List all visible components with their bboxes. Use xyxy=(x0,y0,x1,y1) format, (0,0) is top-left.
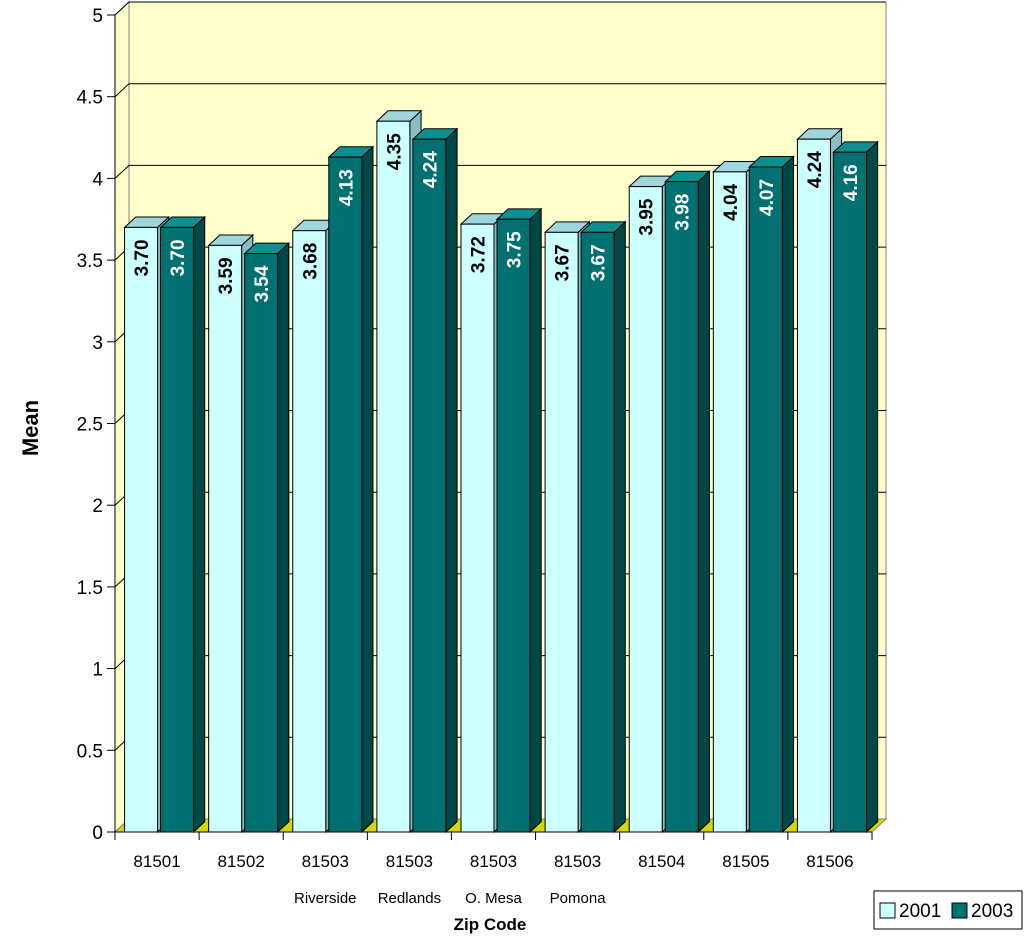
legend: 2001 2003 xyxy=(873,890,1023,930)
y-tick-label: 1.5 xyxy=(77,578,103,599)
gridline xyxy=(114,83,886,98)
x-tick-label: 81503 xyxy=(386,852,433,871)
data-label: 4.24 xyxy=(420,151,441,188)
y-tick-label: 5 xyxy=(92,6,103,27)
y-tick-label: 3 xyxy=(92,333,103,354)
data-label: 3.54 xyxy=(252,265,273,302)
data-label: 3.67 xyxy=(553,244,574,281)
axes xyxy=(107,14,873,840)
data-label: 4.16 xyxy=(841,164,862,201)
x-tick-sublabel: Redlands xyxy=(378,890,441,907)
x-tick-label: 81503 xyxy=(554,852,601,871)
data-label: 3.68 xyxy=(300,243,321,280)
bars: 3.70 3.70 3.59 3.54 3.68 4.13 4.35 4.24 3.72 3.75… xyxy=(123,109,879,834)
bar-side xyxy=(361,145,374,834)
bar-2001-2 xyxy=(292,230,327,833)
bar-side xyxy=(277,242,290,834)
y-tick-label: 3.5 xyxy=(77,251,103,272)
bar-side xyxy=(697,170,710,834)
x-tick-label: 81505 xyxy=(722,852,769,871)
bar-side xyxy=(865,140,879,834)
data-label: 3.98 xyxy=(673,194,694,231)
bar-2001-8 xyxy=(796,138,831,833)
bar-2003-0 xyxy=(160,226,195,833)
y-tick-label: 0.5 xyxy=(77,741,103,762)
data-label: 3.70 xyxy=(168,239,189,276)
x-axis-title: Zip Code xyxy=(454,915,527,934)
bar-2003-8 xyxy=(832,151,867,833)
data-label: 3.67 xyxy=(589,244,610,281)
bar-2003-3 xyxy=(412,138,447,833)
data-label: 4.35 xyxy=(384,133,405,170)
data-label: 4.24 xyxy=(805,151,826,188)
bar-2003-2 xyxy=(328,156,363,833)
bar-2001-6 xyxy=(628,186,663,833)
data-label: 3.59 xyxy=(216,257,237,294)
bar-side xyxy=(529,207,542,834)
data-label: 4.04 xyxy=(721,183,742,220)
y-tick-label: 0 xyxy=(92,823,103,844)
x-tick-sublabel: O. Mesa xyxy=(465,890,522,907)
data-label: 3.95 xyxy=(637,198,658,235)
bar-side xyxy=(193,215,206,834)
x-tick-sublabel: Riverside xyxy=(294,890,357,907)
x-tick-label: 81504 xyxy=(638,852,685,871)
x-tick-label: 81503 xyxy=(470,852,517,871)
y-tick-label: 1 xyxy=(92,660,103,681)
bar-2001-5 xyxy=(544,231,579,833)
gridline xyxy=(114,164,886,179)
bar-2001-1 xyxy=(208,244,243,833)
x-tick-label: 81506 xyxy=(806,852,853,871)
bar-2003-7 xyxy=(748,166,783,833)
bar-2001-3 xyxy=(376,120,411,833)
legend-label-2001: 2001 xyxy=(899,901,941,922)
legend-swatch-2001 xyxy=(879,902,896,919)
bar-2001-4 xyxy=(460,223,495,833)
data-label: 3.72 xyxy=(469,236,490,273)
y-tick-label: 4 xyxy=(92,169,103,190)
legend-swatch-2003 xyxy=(951,902,968,919)
y-tick-labels: 0 0.5 1 1.5 2 2.5 3 3.5 4 4.5 5 xyxy=(77,6,104,844)
data-label: 4.13 xyxy=(336,169,357,206)
legend-label-2003: 2003 xyxy=(971,901,1013,922)
bar-2003-6 xyxy=(664,181,699,833)
x-tick-labels: 81501 81502 81503 Riverside 81503 Redlands 815… xyxy=(133,852,853,907)
y-tick-label: 4.5 xyxy=(77,88,103,109)
bar-side xyxy=(613,220,626,834)
legend-box xyxy=(873,890,1023,930)
x-tick-label: 81502 xyxy=(218,852,265,871)
bar-2001-7 xyxy=(712,171,747,833)
data-label: 3.75 xyxy=(505,231,526,268)
y-tick-label: 2.5 xyxy=(77,415,103,436)
data-label: 4.07 xyxy=(757,179,778,216)
bar-side xyxy=(445,127,458,834)
data-label: 3.70 xyxy=(132,239,153,276)
bar-2003-1 xyxy=(244,253,279,833)
x-tick-label: 81503 xyxy=(302,852,349,871)
y-axis-title: Mean xyxy=(18,400,43,456)
bar-2003-4 xyxy=(496,218,531,833)
x-tick-label: 81501 xyxy=(133,852,180,871)
bar-2001-0 xyxy=(124,226,159,833)
bar-side xyxy=(781,155,795,834)
bar-2003-5 xyxy=(580,231,615,833)
x-tick-sublabel: Pomona xyxy=(550,890,607,907)
gridline xyxy=(114,1,886,16)
y-tick-label: 2 xyxy=(92,496,103,517)
